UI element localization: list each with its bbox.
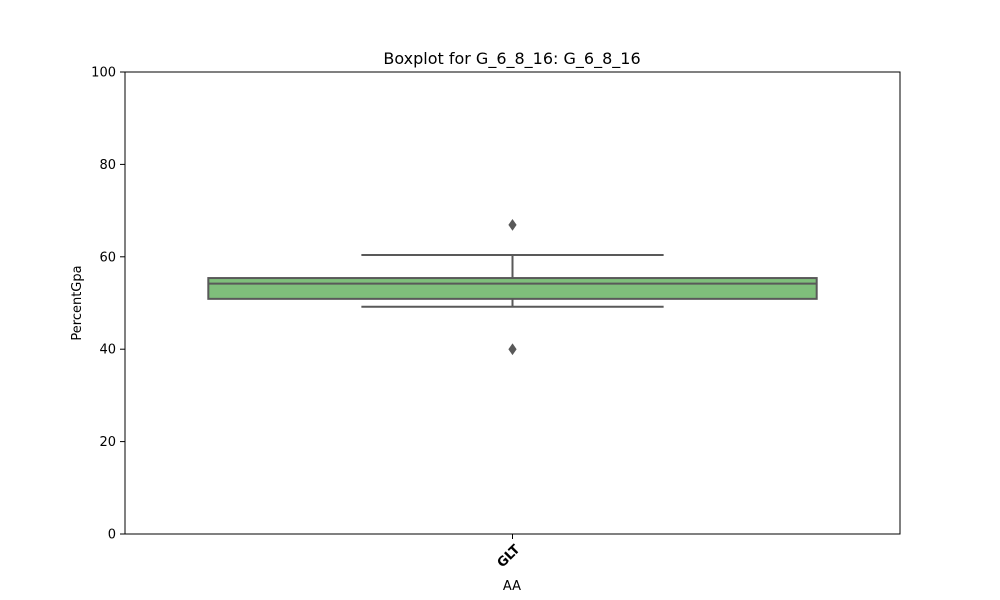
x-axis-label: AA [503,579,521,594]
x-tick-label: GLT [495,542,524,571]
y-tick-label: 40 [99,343,116,358]
y-axis-label: PercentGpa [70,265,85,340]
iqr-box [207,277,818,300]
y-tick-label: 20 [99,435,116,450]
outlier-point [508,343,517,356]
y-axis: 0 20 40 60 80 100 [91,66,125,543]
y-tick-label: 0 [108,528,116,543]
x-axis: GLT [495,534,524,571]
chart-title: Boxplot for G_6_8_16: G_6_8_16 [383,49,640,69]
outlier-point [508,219,517,231]
y-tick-label: 80 [99,158,116,173]
y-tick-label: 100 [91,66,116,81]
box-group [207,219,818,356]
plot-area [207,219,818,356]
y-tick-label: 60 [99,250,116,265]
